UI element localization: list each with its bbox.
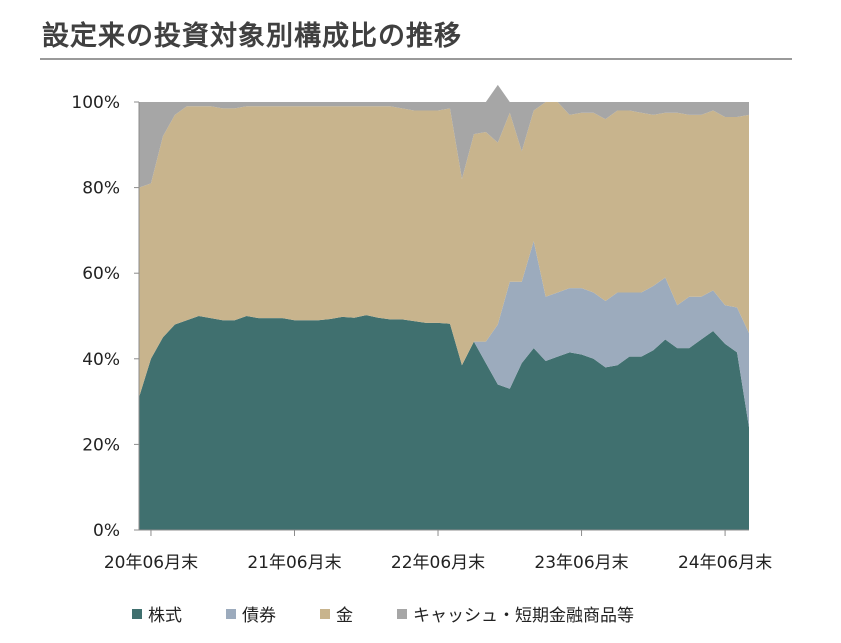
legend-swatch (320, 608, 330, 619)
legend-item: 金 (320, 601, 353, 626)
legend-swatch (226, 608, 236, 619)
y-tick-label: 0% (93, 521, 120, 541)
title-divider (40, 58, 792, 60)
legend-item: キャッシュ・短期金融商品等 (397, 601, 634, 626)
area-series-1 (139, 241, 749, 428)
legend-label: 債券 (242, 606, 276, 626)
x-tick-label: 20年06月末 (104, 553, 198, 573)
legend-label: キャッシュ・短期金融商品等 (413, 606, 634, 626)
stacked-area-chart: 0% 20% 40% 60% 80% 100% 20年06月末 21年06月末 22年06月末 2… (71, 84, 772, 573)
area-series-0 (139, 315, 749, 530)
y-tick-label: 40% (82, 350, 120, 370)
legend-item: 株式 (132, 601, 182, 626)
page-title: 設定来の投資対象別構成比の推移 (42, 21, 462, 52)
y-tick-label: 20% (82, 435, 120, 455)
y-tick-label: 60% (82, 264, 120, 284)
x-tick-label: 24年06月末 (678, 553, 772, 573)
x-tick-label: 21年06月末 (247, 553, 341, 573)
x-tick-label: 22年06月末 (391, 553, 485, 573)
legend-item: 債券 (226, 601, 276, 626)
legend-label: 株式 (148, 606, 182, 626)
y-tick-label: 100% (71, 93, 120, 113)
area-series-3 (139, 84, 749, 188)
legend-swatch (397, 608, 407, 619)
y-tick-label: 80% (82, 179, 120, 199)
legend: 株式 債券 金 キャッシュ・短期金融商品等 (132, 601, 634, 626)
area-series-2 (139, 102, 749, 398)
legend-label: 金 (336, 606, 353, 626)
legend-swatch (132, 608, 142, 619)
x-tick-label: 23年06月末 (534, 553, 628, 573)
